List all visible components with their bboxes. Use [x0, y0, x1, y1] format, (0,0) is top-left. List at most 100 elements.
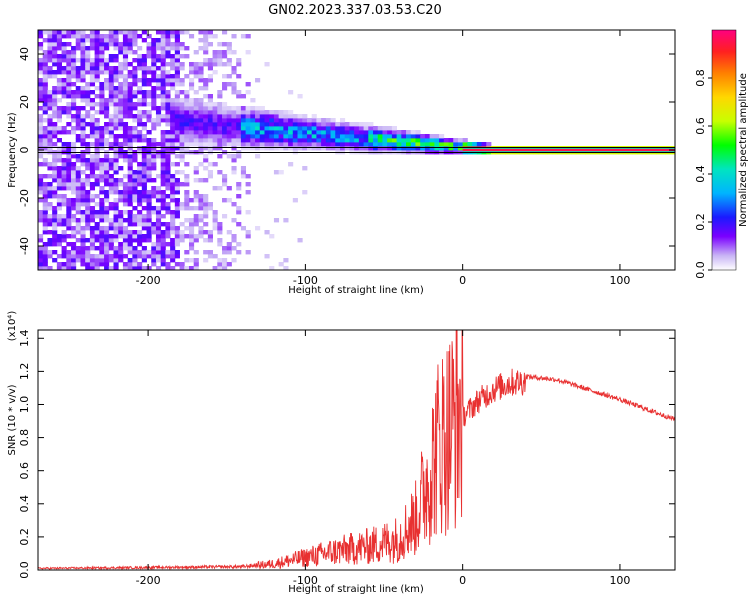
- heatmap-cell: [207, 146, 213, 151]
- heatmap-cell: [226, 106, 232, 111]
- heatmap-cell: [481, 142, 487, 147]
- heatmap-cell: [99, 142, 105, 147]
- heatmap-cell: [212, 106, 218, 111]
- heatmap-cell: [429, 138, 435, 143]
- heatmap-cell: [61, 106, 67, 111]
- heatmap-cell: [207, 34, 213, 39]
- heatmap-cell: [151, 206, 157, 211]
- heatmap-cell: [42, 126, 48, 131]
- heatmap-cell: [212, 50, 218, 55]
- x-tick-label: 100: [609, 274, 630, 287]
- heatmap-cell: [160, 190, 166, 195]
- heatmap-cell: [141, 158, 147, 163]
- heatmap-cell: [160, 230, 166, 235]
- heatmap-cell: [264, 254, 270, 259]
- heatmap-cell: [71, 114, 77, 119]
- heatmap-cell: [203, 134, 209, 139]
- heatmap-cell: [363, 142, 369, 147]
- heatmap-cell: [188, 198, 195, 203]
- heatmap-cell: [354, 130, 360, 135]
- heatmap-cell: [288, 114, 294, 119]
- heatmap-cell: [52, 250, 58, 255]
- heatmap-cell: [160, 234, 166, 239]
- heatmap-cell: [193, 206, 199, 211]
- heatmap-cell: [297, 118, 303, 123]
- heatmap-cell: [118, 82, 124, 87]
- heatmap-cell: [236, 122, 242, 127]
- heatmap-cell: [141, 66, 147, 71]
- heatmap-cell: [288, 142, 294, 147]
- heatmap-cell: [66, 50, 72, 55]
- heatmap-cell: [52, 214, 58, 219]
- heatmap-cell: [127, 230, 133, 235]
- heatmap-cell: [231, 234, 237, 239]
- heatmap-cell: [146, 46, 152, 51]
- heatmap-cell: [80, 186, 86, 191]
- heatmap-cell: [56, 90, 62, 95]
- heatmap-cell: [52, 54, 58, 59]
- heatmap-cell: [113, 262, 119, 267]
- heatmap-cell: [94, 78, 100, 83]
- heatmap-cell: [141, 254, 147, 259]
- heatmap-cell: [174, 130, 180, 135]
- heatmap-cell: [288, 118, 294, 123]
- heatmap-cell: [94, 234, 100, 239]
- heatmap-cell: [99, 254, 105, 259]
- heatmap-cell: [283, 146, 289, 151]
- heatmap-cell: [231, 202, 237, 207]
- heatmap-cell: [174, 198, 180, 203]
- heatmap-cell: [104, 126, 110, 131]
- heatmap-cell: [222, 198, 228, 203]
- heatmap-cell: [184, 138, 190, 143]
- heatmap-cell: [89, 74, 96, 79]
- heatmap-cell: [198, 38, 204, 43]
- heatmap-cell: [184, 174, 190, 179]
- heatmap-cell: [127, 114, 133, 119]
- heatmap-cell: [104, 106, 110, 111]
- heatmap-cell: [108, 222, 114, 227]
- heatmap-cell: [335, 146, 341, 151]
- heatmap-cell: [165, 170, 171, 175]
- heatmap-cell: [66, 34, 72, 39]
- heatmap-cell: [174, 46, 180, 51]
- heatmap-cell: [113, 94, 119, 99]
- heatmap-cell: [71, 102, 77, 107]
- heatmap-cell: [273, 118, 280, 123]
- heatmap-cell: [75, 30, 81, 35]
- heatmap-cell: [401, 138, 407, 143]
- heatmap-cell: [165, 110, 171, 115]
- heatmap-cell: [198, 218, 204, 223]
- heatmap-cell: [269, 130, 275, 135]
- heatmap-cell: [198, 122, 204, 127]
- heatmap-cell: [165, 242, 171, 247]
- heatmap-cell: [94, 158, 100, 163]
- y-tick-label: 0: [18, 147, 31, 154]
- heatmap-cell: [255, 106, 261, 111]
- heatmap-cell: [99, 126, 105, 131]
- heatmap-cell: [184, 134, 190, 139]
- heatmap-cell: [141, 186, 147, 191]
- heatmap-cell: [349, 122, 355, 127]
- heatmap-cell: [165, 222, 171, 227]
- heatmap-cell: [71, 70, 77, 75]
- heatmap-cell: [231, 138, 237, 143]
- heatmap-cell: [99, 206, 105, 211]
- heatmap-cell: [406, 146, 412, 151]
- heatmap-cell: [42, 82, 48, 87]
- heatmap-cell: [118, 66, 124, 71]
- heatmap-cell: [113, 218, 119, 223]
- heatmap-cell: [179, 234, 185, 239]
- heatmap-cell: [184, 234, 190, 239]
- heatmap-cell: [104, 110, 110, 115]
- heatmap-cell: [113, 170, 119, 175]
- heatmap-cell: [104, 102, 110, 107]
- heatmap-cell: [89, 170, 96, 175]
- heatmap-cell: [71, 190, 77, 195]
- heatmap-cell: [174, 146, 180, 151]
- heatmap-cell: [151, 50, 157, 55]
- heatmap-cell: [264, 122, 270, 127]
- heatmap-cell: [71, 174, 77, 179]
- heatmap-cell: [127, 174, 133, 179]
- heatmap-cell: [269, 142, 275, 147]
- heatmap-cell: [373, 130, 379, 135]
